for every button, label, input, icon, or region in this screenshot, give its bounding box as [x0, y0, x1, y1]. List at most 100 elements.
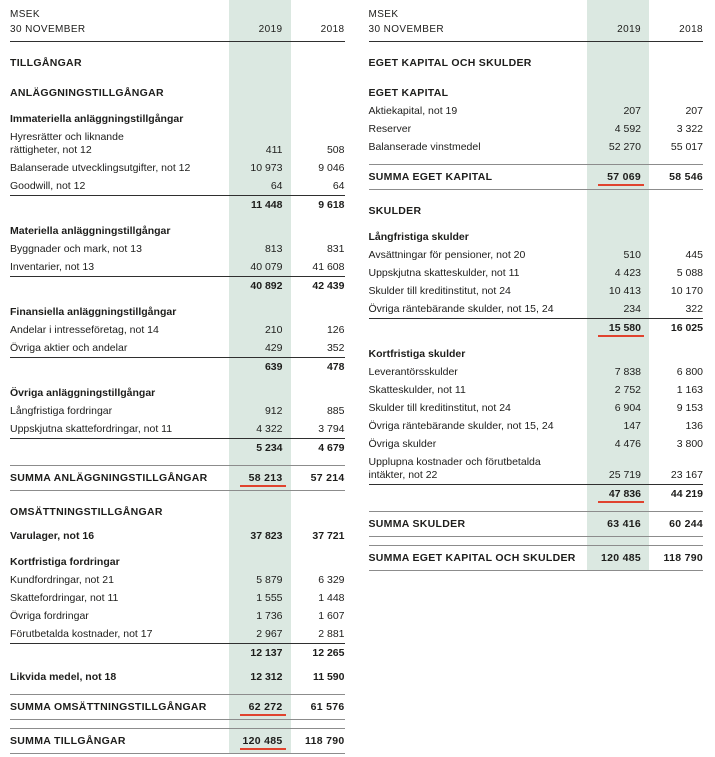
group-header-row: Immateriella anläggningstillgångar [10, 110, 345, 128]
row-label: Kundfordringar, not 21 [10, 573, 114, 586]
year-header-2019: 2019 [617, 24, 641, 35]
group-header-row: Långfristiga skulder [369, 228, 704, 246]
assets-table-header: MSEK 30 NOVEMBER 2019 2018 [10, 8, 345, 42]
row-label: SKULDER [368, 204, 422, 217]
table-row: Långfristiga fordringar 912 885 [10, 402, 345, 420]
value-2019: 4 592 [614, 122, 641, 135]
table-row: Förutbetalda kostnader, not 17 2 967 2 881 [10, 625, 345, 643]
value-2018: 1 448 [318, 591, 345, 604]
value-2019: 5 234 [256, 441, 283, 454]
subtotal-row: 40 892 42 439 [10, 276, 345, 295]
value-2018: 42 439 [312, 279, 345, 292]
table-row: Övriga skulder 4 476 3 800 [369, 435, 704, 453]
value-2018: 1 163 [676, 383, 703, 396]
value-2019: 6 904 [614, 401, 641, 414]
row-label: EGET KAPITAL OCH SKULDER [368, 56, 532, 69]
row-label: Hyresrätter och liknande rättigheter, no… [10, 130, 124, 156]
value-2019: 210 [264, 323, 283, 336]
row-label: Övriga räntebärande skulder, not 15, 24 [368, 419, 554, 432]
row-label: Avsättningar för pensioner, not 20 [368, 248, 526, 261]
subtotal-row: 15 580 16 025 [368, 318, 703, 337]
value-2019: 1 555 [256, 591, 283, 604]
value-2019: 63 416 [607, 517, 641, 530]
row-label: SUMMA EGET KAPITAL [368, 170, 493, 183]
table-row: Avsättningar för pensioner, not 20 510 445 [369, 246, 704, 264]
value-2019: 40 079 [250, 260, 283, 273]
total-row: SUMMA TILLGÅNGAR 120 485 118 790 [10, 728, 345, 754]
table-row: Inventarier, not 13 40 079 41 608 [10, 258, 345, 276]
section-header-row: TILLGÅNGAR [10, 54, 345, 72]
value-2018: 9 046 [318, 161, 345, 174]
value-2018: 60 244 [669, 517, 703, 530]
value-2018: 55 017 [670, 140, 703, 153]
value-2019: 912 [264, 404, 283, 417]
table-row: Balanserade utvecklingsutgifter, not 12 1… [10, 159, 345, 177]
value-2019: 47 836 [595, 488, 649, 503]
value-2018: 831 [326, 242, 345, 255]
value-2018: 322 [685, 302, 703, 315]
table-row: Varulager, not 16 37 823 37 721 [10, 527, 345, 545]
year-header-2018: 2018 [679, 24, 703, 35]
assets-rows: TILLGÅNGAR ANLÄGGNINGSTILLGÅNGAR Immaterie… [10, 54, 345, 754]
value-2019: 1 736 [256, 609, 283, 622]
value-2018: 16 025 [670, 321, 703, 334]
value-2019: 120 485 [237, 735, 291, 750]
value-2018: 37 721 [312, 529, 345, 542]
row-label: Upplupna kostnader och förutbetalda intä… [368, 455, 541, 481]
value-2019: 7 838 [614, 365, 641, 378]
row-label: ANLÄGGNINGSTILLGÅNGAR [10, 86, 164, 99]
row-label: EGET KAPITAL [368, 86, 449, 99]
table-row: Byggnader och mark, not 13 813 831 [10, 240, 345, 258]
table-row: Skulder till kreditinstitut, not 24 6 904… [369, 399, 704, 417]
value-2019: 207 [623, 104, 641, 117]
subtotal-row: 639 478 [10, 357, 345, 376]
value-2018: 1 607 [318, 609, 345, 622]
table-row: Goodwill, not 12 64 64 [10, 177, 345, 195]
value-2018: 352 [326, 341, 345, 354]
row-label: Långfristiga skulder [368, 230, 469, 243]
row-label: Skatteskulder, not 11 [368, 383, 466, 396]
value-2019: 4 423 [614, 266, 641, 279]
total-row: SUMMA SKULDER 63 416 60 244 [368, 511, 703, 537]
row-label: Balanserade utvecklingsutgifter, not 12 [10, 161, 191, 174]
value-2019: 234 [623, 302, 641, 315]
group-header-row: Finansiella anläggningstillgångar [10, 303, 345, 321]
table-row: Likvida medel, not 18 12 312 11 590 [10, 668, 345, 686]
subtotal-row: 12 137 12 265 [10, 643, 345, 662]
value-2018: 41 608 [312, 260, 345, 273]
group-header-row: Materiella anläggningstillgångar [10, 222, 345, 240]
row-label: Andelar i intresseföretag, not 14 [10, 323, 159, 336]
table-row: Aktiekapital, not 19 207 207 [369, 102, 704, 120]
table-row: Övriga räntebärande skulder, not 15, 24 1… [369, 417, 704, 435]
row-label: Goodwill, not 12 [10, 179, 86, 192]
section-header-row: SKULDER [369, 202, 704, 220]
value-2019: 120 485 [600, 551, 641, 564]
subtotal-row: 47 836 44 219 [368, 484, 703, 503]
value-2018: 885 [326, 404, 345, 417]
section-header-row: OMSÄTTNINGSTILLGÅNGAR [10, 503, 345, 521]
value-2018: 4 679 [318, 441, 345, 454]
value-2018: 3 322 [676, 122, 703, 135]
value-2019: 64 [270, 179, 283, 192]
row-label: Skulder till kreditinstitut, not 24 [368, 401, 511, 414]
row-label: Övriga anläggningstillgångar [10, 386, 156, 399]
year-header-2018: 2018 [320, 24, 345, 35]
row-label: Skulder till kreditinstitut, not 24 [368, 284, 511, 297]
row-label: SUMMA TILLGÅNGAR [10, 734, 126, 747]
group-header-row: Övriga anläggningstillgångar [10, 384, 345, 402]
row-label: Övriga räntebärande skulder, not 15, 24 [368, 302, 554, 315]
table-row: Övriga fordringar 1 736 1 607 [10, 607, 345, 625]
row-label: Övriga skulder [368, 437, 437, 450]
value-2018: 2 881 [318, 627, 345, 640]
value-2018: 118 790 [663, 551, 703, 564]
value-2018: 3 794 [318, 422, 345, 435]
subtotal-row: 5 234 4 679 [10, 438, 345, 457]
section-header-row: EGET KAPITAL OCH SKULDER [369, 54, 704, 72]
row-label: Immateriella anläggningstillgångar [10, 112, 184, 125]
row-label: Skattefordringar, not 11 [10, 591, 119, 604]
row-label: Kortfristiga skulder [368, 347, 466, 360]
value-2019: 52 270 [608, 140, 641, 153]
row-label: Leverantörsskulder [368, 365, 458, 378]
table-row: Övriga aktier och andelar 429 352 [10, 339, 345, 357]
